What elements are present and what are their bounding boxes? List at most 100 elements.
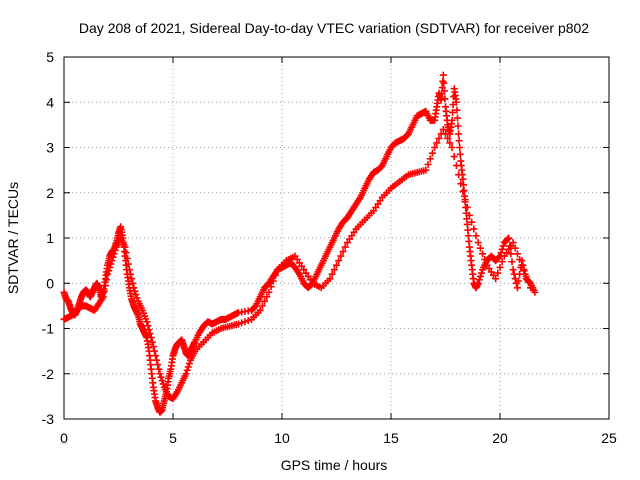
data-point [328,270,336,278]
y-tick-label: 5 [46,49,54,65]
data-point [456,150,464,158]
data-point [271,271,279,279]
data-point [244,317,252,325]
data-point [124,260,132,268]
data-point [333,261,340,269]
data-point [459,188,467,196]
data-point [150,347,158,355]
data-point [437,96,445,104]
data-point [339,248,347,256]
data-point [104,270,112,278]
data-point [330,266,338,274]
x-tick-label: 20 [492,430,508,446]
data-point [508,258,516,266]
data-point [256,306,264,314]
data-point [455,171,463,179]
data-point [516,255,524,263]
data-point [522,272,530,280]
data-point [143,318,151,326]
data-point [101,282,109,290]
data-point [498,258,506,266]
data-point [269,277,277,285]
data-point [456,144,464,151]
y-tick-label: -2 [42,366,55,382]
y-tick-label: -1 [42,321,55,337]
data-point [132,291,140,299]
data-point [128,275,136,283]
data-point [153,356,161,364]
data-point [507,250,515,258]
data-point [184,363,192,371]
data-point [111,246,119,254]
data-point [468,218,476,226]
data-point [452,162,460,170]
data-point [326,275,334,283]
data-point [475,276,483,284]
data-point [152,352,160,360]
data-point [524,278,532,286]
data-point [105,267,113,275]
data-point [122,249,130,257]
data-point [492,275,500,283]
x-tick-label: 25 [601,430,617,446]
data-point [183,366,191,374]
data-point [440,79,448,87]
data-point [498,245,506,253]
data-point [110,250,118,258]
data-point [509,266,517,274]
data-point [156,370,164,378]
data-point [133,294,141,302]
data-point [496,263,504,271]
data-point [527,284,535,292]
x-tick-label: 0 [60,430,68,446]
data-point [448,116,456,124]
data-point [472,232,480,240]
data-point [428,149,436,157]
data-point [477,269,485,277]
data-point [145,326,153,334]
data-point [452,98,460,106]
data-point [109,253,117,261]
data-point [148,338,156,346]
data-point [454,122,462,130]
data-point [241,318,249,326]
data-point [422,166,430,174]
data-point [476,272,484,280]
data-point [107,260,115,268]
data-point [479,250,487,258]
data-point [131,287,139,295]
data-point [444,134,452,142]
data-point [125,266,133,274]
data-point [267,283,275,291]
data-point [455,137,463,145]
y-tick-label: 1 [46,230,54,246]
data-point [453,114,461,122]
data-point [504,235,512,243]
data-point [185,360,193,368]
data-point [511,244,519,252]
data-point [463,203,471,211]
data-point [442,130,449,138]
data-point [100,287,108,295]
data-point [431,144,439,151]
data-point [531,288,539,296]
data-point [149,343,157,351]
y-tick-label: 2 [46,185,54,201]
data-point [234,320,242,328]
data-point [453,106,461,114]
data-point [337,252,345,260]
data-point [147,334,155,342]
y-tick-label: 0 [46,275,54,291]
data-point [476,244,484,252]
data-point [426,155,434,163]
data-point [439,71,447,79]
data-point [449,108,457,116]
y-tick-label: 3 [46,140,54,156]
data-point [461,196,469,204]
data-point [155,365,163,373]
data-point [448,144,456,151]
data-point [121,243,129,251]
data-point [263,293,271,301]
data-point [182,370,190,378]
data-point [258,302,266,310]
